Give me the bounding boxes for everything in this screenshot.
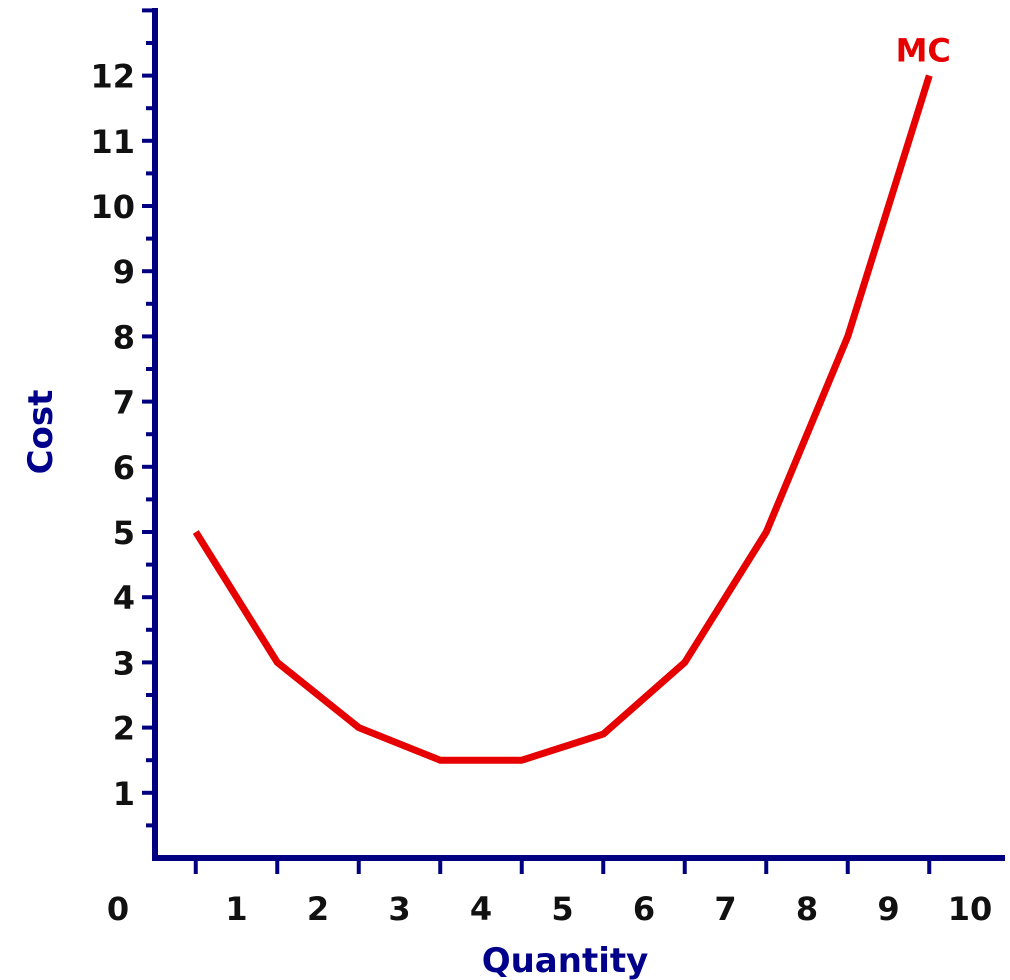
axes — [152, 8, 1005, 861]
y-tick-label: 9 — [113, 253, 135, 291]
x-tick-label: 1 — [225, 890, 247, 928]
y-tick-label: 3 — [113, 644, 135, 682]
y-tick-label: 1 — [113, 775, 135, 813]
ticks — [142, 8, 932, 874]
mc-curve — [192, 74, 933, 764]
x-tick-label: 7 — [714, 890, 736, 928]
series: MC — [192, 32, 951, 764]
y-tick-label: 10 — [90, 188, 135, 226]
x-tick-label: 2 — [307, 890, 329, 928]
y-tick-label: 5 — [113, 514, 135, 552]
y-tick-label: 4 — [113, 579, 135, 617]
x-tick-label: 4 — [470, 890, 492, 928]
y-tick-label: 12 — [90, 58, 135, 96]
y-axis-title: Cost — [21, 390, 61, 475]
y-tick-label: 11 — [90, 123, 135, 161]
x-tick-label: 10 — [948, 890, 993, 928]
x-tick-label: 3 — [388, 890, 410, 928]
mc-series-label: MC — [896, 32, 951, 70]
x-tick-label: 6 — [633, 890, 655, 928]
x-tick-label: 9 — [877, 890, 899, 928]
x-tick-label: 0 — [107, 890, 129, 928]
y-tick-label: 2 — [113, 710, 135, 748]
y-tick-label: 7 — [113, 384, 135, 422]
y-tick-label: 8 — [113, 318, 135, 356]
x-tick-label: 5 — [551, 890, 573, 928]
x-axis-title: Quantity — [482, 941, 649, 980]
y-tick-label: 6 — [113, 449, 135, 487]
x-tick-label: 8 — [796, 890, 818, 928]
